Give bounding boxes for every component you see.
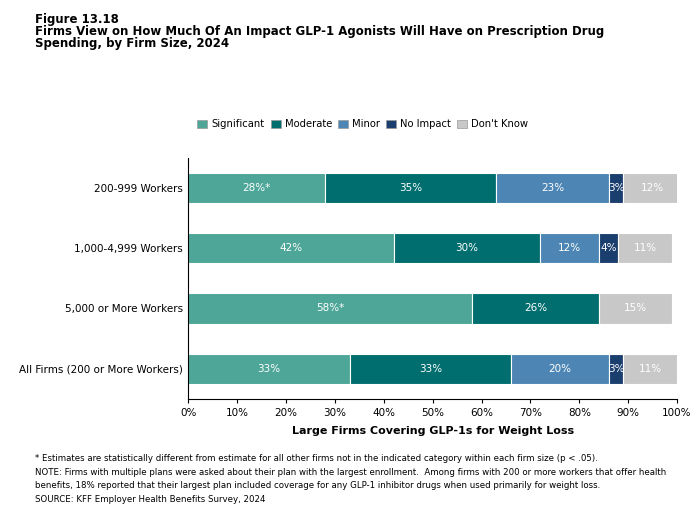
Text: 58%*: 58%* <box>316 303 344 313</box>
Bar <box>623 173 682 203</box>
Bar <box>394 233 540 263</box>
Bar <box>599 293 672 323</box>
Text: 33%: 33% <box>419 364 442 374</box>
Text: * Estimates are statistically different from estimate for all other firms not in: * Estimates are statistically different … <box>35 454 597 463</box>
Text: 4%: 4% <box>600 243 617 253</box>
Bar <box>496 173 609 203</box>
Bar <box>350 354 511 384</box>
Text: Spending, by Firm Size, 2024: Spending, by Firm Size, 2024 <box>35 37 229 50</box>
Text: 28%*: 28%* <box>243 183 271 193</box>
Text: 11%: 11% <box>639 364 662 374</box>
Text: Figure 13.18: Figure 13.18 <box>35 13 119 26</box>
Bar <box>599 233 618 263</box>
Bar <box>609 173 623 203</box>
Text: 26%: 26% <box>524 303 547 313</box>
Text: benefits, 18% reported that their largest plan included coverage for any GLP-1 i: benefits, 18% reported that their larges… <box>35 481 600 490</box>
Text: 3%: 3% <box>608 183 624 193</box>
Text: Firms View on How Much Of An Impact GLP-1 Agonists Will Have on Prescription Dru: Firms View on How Much Of An Impact GLP-… <box>35 25 604 38</box>
Text: SOURCE: KFF Employer Health Benefits Survey, 2024: SOURCE: KFF Employer Health Benefits Sur… <box>35 495 265 503</box>
Bar <box>188 293 472 323</box>
Bar <box>188 354 350 384</box>
Text: NOTE: Firms with multiple plans were asked about their plan with the largest enr: NOTE: Firms with multiple plans were ask… <box>35 468 666 477</box>
Bar <box>609 354 623 384</box>
Text: 30%: 30% <box>456 243 478 253</box>
Bar <box>188 173 325 203</box>
Text: 23%: 23% <box>541 183 564 193</box>
Bar <box>325 173 496 203</box>
Legend: Significant, Moderate, Minor, No Impact, Don't Know: Significant, Moderate, Minor, No Impact,… <box>193 115 532 133</box>
Text: 3%: 3% <box>608 364 624 374</box>
Text: 12%: 12% <box>558 243 581 253</box>
Text: 20%: 20% <box>549 364 571 374</box>
Bar <box>623 354 677 384</box>
Text: 12%: 12% <box>641 183 664 193</box>
Text: 42%: 42% <box>279 243 303 253</box>
Text: 15%: 15% <box>624 303 647 313</box>
X-axis label: Large Firms Covering GLP-1s for Weight Loss: Large Firms Covering GLP-1s for Weight L… <box>292 426 574 436</box>
Text: 35%: 35% <box>399 183 422 193</box>
Bar <box>472 293 599 323</box>
Text: 33%: 33% <box>258 364 281 374</box>
Bar <box>540 233 599 263</box>
Bar <box>618 233 672 263</box>
Bar <box>511 354 609 384</box>
Text: 11%: 11% <box>634 243 657 253</box>
Bar <box>188 233 394 263</box>
